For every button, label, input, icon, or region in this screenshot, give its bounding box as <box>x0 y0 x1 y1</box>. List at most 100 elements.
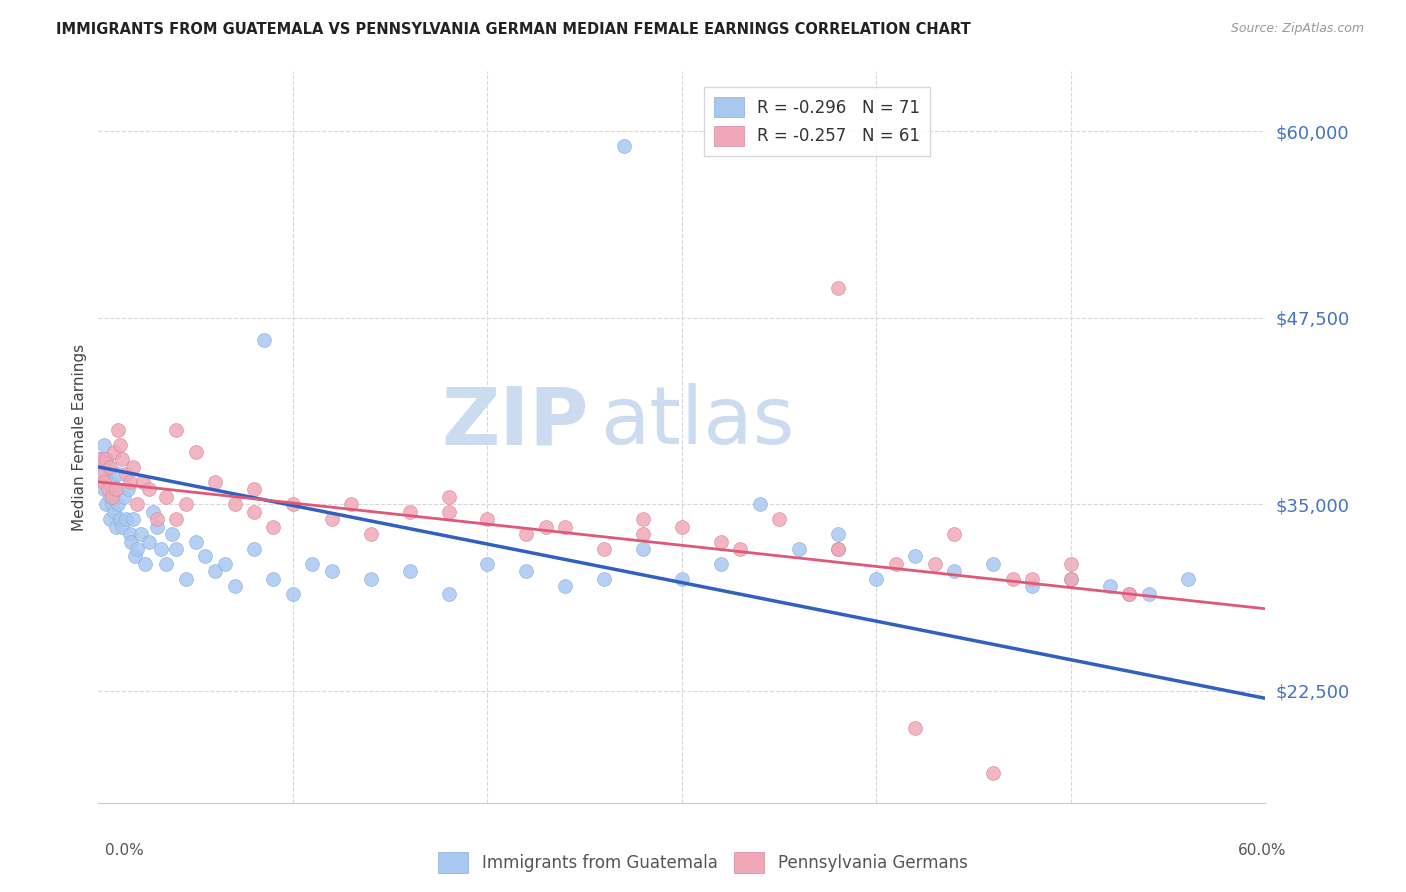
Point <box>112 490 135 504</box>
Point <box>360 572 382 586</box>
Point <box>132 475 155 489</box>
Point <box>129 527 152 541</box>
Point <box>554 579 576 593</box>
Point <box>165 512 187 526</box>
Point <box>243 483 266 497</box>
Point <box>127 542 149 557</box>
Point <box>884 557 907 571</box>
Point <box>103 445 125 459</box>
Point <box>174 572 197 586</box>
Point <box>515 527 537 541</box>
Point <box>107 467 129 482</box>
Point <box>1060 572 1083 586</box>
Point <box>96 452 118 467</box>
Point <box>1021 572 1043 586</box>
Point <box>865 572 887 586</box>
Point <box>104 483 127 497</box>
Point <box>613 139 636 153</box>
Point <box>748 497 770 511</box>
Point <box>107 497 129 511</box>
Point <box>162 527 184 541</box>
Point <box>593 572 616 586</box>
Point <box>155 557 177 571</box>
Point <box>1118 587 1140 601</box>
Point <box>91 467 114 482</box>
Point <box>146 512 169 526</box>
Point <box>437 505 460 519</box>
Point <box>103 505 125 519</box>
Point <box>924 557 946 571</box>
Point <box>96 497 118 511</box>
Point <box>1060 557 1083 571</box>
Point <box>631 512 654 526</box>
Point <box>111 452 134 467</box>
Point <box>98 459 121 474</box>
Point <box>127 497 149 511</box>
Point <box>262 519 284 533</box>
Point <box>93 475 115 489</box>
Point <box>827 542 849 557</box>
Point <box>89 452 111 467</box>
Point <box>138 483 160 497</box>
Point <box>477 557 499 571</box>
Point <box>114 512 136 526</box>
Point <box>671 572 693 586</box>
Point <box>97 483 120 497</box>
Point <box>108 512 131 526</box>
Point <box>593 542 616 557</box>
Point <box>224 497 246 511</box>
Point <box>1060 572 1083 586</box>
Point <box>253 333 276 347</box>
Point <box>904 721 927 735</box>
Point <box>149 542 172 557</box>
Point <box>214 557 236 571</box>
Point <box>437 490 460 504</box>
Point <box>174 497 197 511</box>
Point <box>981 557 1004 571</box>
Point <box>204 475 226 489</box>
Point <box>184 445 207 459</box>
Point <box>943 565 966 579</box>
Point <box>730 542 752 557</box>
Point <box>93 437 115 451</box>
Point <box>121 534 143 549</box>
Point <box>281 587 304 601</box>
Point <box>710 534 733 549</box>
Point <box>321 512 343 526</box>
Point <box>97 459 120 474</box>
Point <box>1177 572 1199 586</box>
Point <box>98 512 121 526</box>
Point <box>943 527 966 541</box>
Point <box>107 423 129 437</box>
Point <box>101 475 124 489</box>
Point <box>184 534 207 549</box>
Point <box>97 475 120 489</box>
Point <box>108 437 131 451</box>
Point <box>122 512 145 526</box>
Point <box>243 505 266 519</box>
Point <box>1137 587 1160 601</box>
Point <box>437 587 460 601</box>
Point <box>101 497 124 511</box>
Point <box>243 542 266 557</box>
Point <box>827 542 849 557</box>
Point <box>101 490 124 504</box>
Point <box>96 452 118 467</box>
Point <box>124 549 146 564</box>
Point <box>360 527 382 541</box>
Text: Source: ZipAtlas.com: Source: ZipAtlas.com <box>1230 22 1364 36</box>
Point <box>1118 587 1140 601</box>
Point <box>146 519 169 533</box>
Point <box>554 519 576 533</box>
Legend: Immigrants from Guatemala, Pennsylvania Germans: Immigrants from Guatemala, Pennsylvania … <box>432 846 974 880</box>
Point <box>138 534 160 549</box>
Point <box>787 542 810 557</box>
Point <box>165 542 187 557</box>
Point <box>89 452 111 467</box>
Text: IMMIGRANTS FROM GUATEMALA VS PENNSYLVANIA GERMAN MEDIAN FEMALE EARNINGS CORRELAT: IMMIGRANTS FROM GUATEMALA VS PENNSYLVANI… <box>56 22 972 37</box>
Point <box>114 467 136 482</box>
Point <box>477 512 499 526</box>
Point <box>827 281 849 295</box>
Point <box>98 490 121 504</box>
Point <box>321 565 343 579</box>
